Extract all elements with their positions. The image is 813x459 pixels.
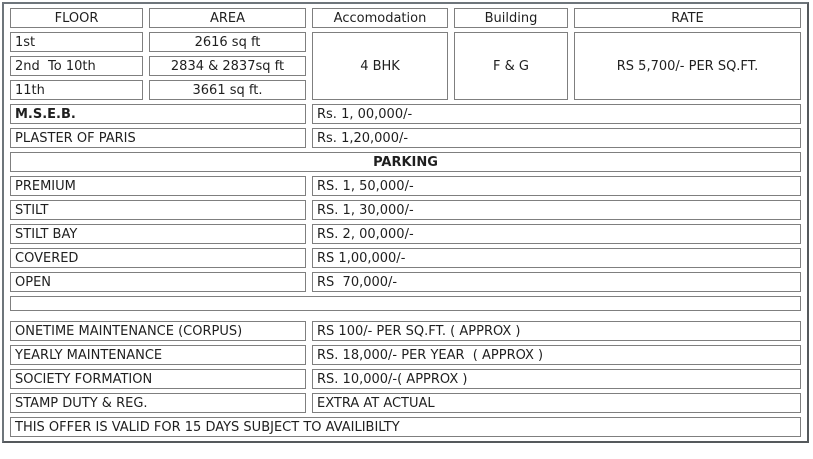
building-value-cell: F & G [454, 32, 568, 100]
parking-value-cell: RS. 1, 30,000/- [312, 200, 801, 220]
charge-value-cell: Rs. 1, 00,000/- [312, 104, 801, 124]
rate-value-cell: RS 5,700/- PER SQ.FT. [574, 32, 801, 100]
floor-cell: 2nd To 10th [10, 56, 143, 76]
area-cell: 2834 & 2837sq ft [149, 56, 306, 76]
maintenance-label-cell: STAMP DUTY & REG. [10, 393, 306, 413]
floor-cell: 1st [10, 32, 143, 52]
maintenance-value-cell: RS. 10,000/-( APPROX ) [312, 369, 801, 389]
floor-cell: 11th [10, 80, 143, 100]
header-cell-area: AREA [149, 8, 306, 28]
parking-row: STILT BAY RS. 2, 00,000/- [10, 224, 801, 244]
rate-card-table: FLOOR AREA Accomodation Building RATE 1s… [4, 4, 807, 441]
floor-row: 2nd To 10th 2834 & 2837sq ft [10, 56, 801, 76]
parking-label-cell: OPEN [10, 272, 306, 292]
maintenance-value-cell: RS 100/- PER SQ.FT. ( APPROX ) [312, 321, 801, 341]
rate-card-frame: FLOOR AREA Accomodation Building RATE 1s… [2, 2, 809, 443]
charge-label-cell: M.S.E.B. [10, 104, 306, 124]
maintenance-value-cell: EXTRA AT ACTUAL [312, 393, 801, 413]
maintenance-value-cell: RS. 18,000/- PER YEAR ( APPROX ) [312, 345, 801, 365]
parking-row: COVERED RS 1,00,000/- [10, 248, 801, 268]
parking-value-cell: RS 70,000/- [312, 272, 801, 292]
header-cell-building: Building [454, 8, 568, 28]
spacer-cell [10, 315, 801, 317]
maintenance-row: YEARLY MAINTENANCE RS. 18,000/- PER YEAR… [10, 345, 801, 365]
maintenance-label-cell: SOCIETY FORMATION [10, 369, 306, 389]
charge-value-cell: Rs. 1,20,000/- [312, 128, 801, 148]
empty-row [10, 296, 801, 311]
footer-note-cell: THIS OFFER IS VALID FOR 15 DAYS SUBJECT … [10, 417, 801, 437]
maintenance-row: ONETIME MAINTENANCE (CORPUS) RS 100/- PE… [10, 321, 801, 341]
accommodation-value-cell: 4 BHK [312, 32, 448, 100]
charge-row: PLASTER OF PARIS Rs. 1,20,000/- [10, 128, 801, 148]
header-cell-accommodation: Accomodation [312, 8, 448, 28]
floor-row: 1st 2616 sq ft 4 BHK F & G RS 5,700/- PE… [10, 32, 801, 100]
parking-label-cell: COVERED [10, 248, 306, 268]
parking-value-cell: RS. 2, 00,000/- [312, 224, 801, 244]
maintenance-row: SOCIETY FORMATION RS. 10,000/-( APPROX ) [10, 369, 801, 389]
parking-row: OPEN RS 70,000/- [10, 272, 801, 292]
parking-header-row: PARKING [10, 152, 801, 172]
parking-label-cell: STILT BAY [10, 224, 306, 244]
charge-row: M.S.E.B. Rs. 1, 00,000/- [10, 104, 801, 124]
parking-value-cell: RS 1,00,000/- [312, 248, 801, 268]
parking-row: PREMIUM RS. 1, 50,000/- [10, 176, 801, 196]
parking-header-cell: PARKING [10, 152, 801, 172]
header-cell-rate: RATE [574, 8, 801, 28]
header-cell-floor: FLOOR [10, 8, 143, 28]
charge-label-cell: PLASTER OF PARIS [10, 128, 306, 148]
maintenance-label-cell: ONETIME MAINTENANCE (CORPUS) [10, 321, 306, 341]
parking-row: STILT RS. 1, 30,000/- [10, 200, 801, 220]
maintenance-label-cell: YEARLY MAINTENANCE [10, 345, 306, 365]
spacer-row [10, 315, 801, 317]
header-row: FLOOR AREA Accomodation Building RATE [10, 8, 801, 28]
area-cell: 2616 sq ft [149, 32, 306, 52]
maintenance-row: STAMP DUTY & REG. EXTRA AT ACTUAL [10, 393, 801, 413]
empty-cell [10, 296, 801, 311]
area-cell: 3661 sq ft. [149, 80, 306, 100]
footer-row: THIS OFFER IS VALID FOR 15 DAYS SUBJECT … [10, 417, 801, 437]
parking-label-cell: PREMIUM [10, 176, 306, 196]
floor-row: 11th 3661 sq ft. [10, 80, 801, 100]
parking-label-cell: STILT [10, 200, 306, 220]
parking-value-cell: RS. 1, 50,000/- [312, 176, 801, 196]
